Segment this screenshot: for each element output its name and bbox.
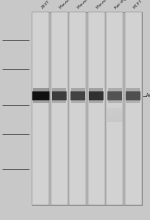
Bar <box>106 113 123 115</box>
Bar <box>89 88 103 92</box>
Bar <box>89 99 103 103</box>
Text: Mouse liver: Mouse liver <box>58 0 79 10</box>
Bar <box>52 99 66 103</box>
Bar <box>106 110 123 112</box>
Bar <box>106 108 123 110</box>
Bar <box>32 12 50 205</box>
Bar <box>52 88 66 92</box>
Text: AdSS 2: AdSS 2 <box>146 93 150 98</box>
Bar <box>88 12 105 205</box>
Bar <box>108 99 122 103</box>
Text: Mouse testis: Mouse testis <box>77 0 99 10</box>
Bar <box>106 12 123 205</box>
Bar <box>106 115 123 117</box>
Bar <box>71 99 85 103</box>
Bar <box>108 88 122 92</box>
Bar <box>106 112 123 113</box>
Bar <box>51 12 68 205</box>
Text: 35kDa: 35kDa <box>0 132 1 137</box>
Bar <box>32 12 142 205</box>
FancyBboxPatch shape <box>32 91 50 100</box>
Bar <box>33 88 49 92</box>
Bar <box>126 99 140 103</box>
Text: 45kDa: 45kDa <box>0 103 1 108</box>
FancyBboxPatch shape <box>52 91 67 100</box>
Text: MCF7: MCF7 <box>132 0 144 10</box>
Text: 25kDa: 25kDa <box>0 167 1 171</box>
Text: Mouse brain: Mouse brain <box>95 0 117 10</box>
FancyBboxPatch shape <box>70 91 85 100</box>
Bar <box>126 88 140 92</box>
Text: Rat thymus: Rat thymus <box>114 0 134 10</box>
Text: 75kDa: 75kDa <box>0 38 1 42</box>
Bar <box>124 12 142 205</box>
Bar <box>69 12 86 205</box>
Bar <box>106 121 123 122</box>
FancyBboxPatch shape <box>89 91 103 100</box>
Text: 293T: 293T <box>40 0 51 10</box>
Text: 60kDa: 60kDa <box>0 66 1 71</box>
FancyBboxPatch shape <box>126 91 140 100</box>
Bar <box>33 99 49 103</box>
FancyBboxPatch shape <box>107 91 122 100</box>
Bar <box>106 119 123 121</box>
Bar <box>106 117 123 119</box>
Bar <box>71 88 85 92</box>
